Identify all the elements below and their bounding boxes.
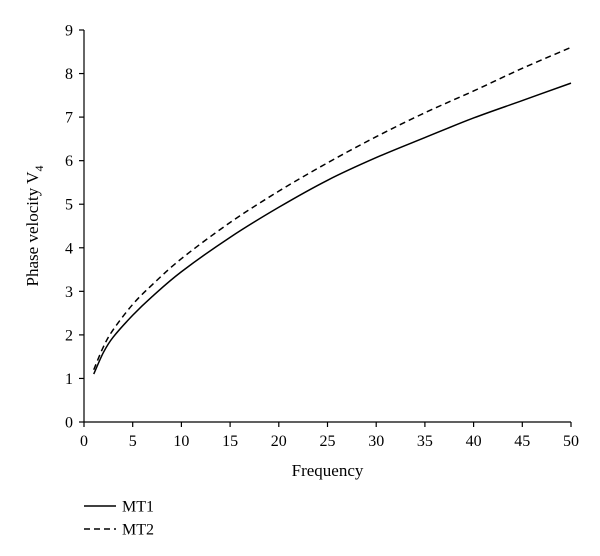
y-tick-label: 9: [65, 23, 73, 40]
y-tick-label: 5: [65, 197, 73, 214]
series-line-mt2: [93, 46, 572, 371]
y-tick-label: 6: [65, 153, 73, 170]
x-tick-label: 20: [271, 433, 287, 450]
y-tick-label: 1: [65, 371, 73, 388]
y-tick-label: 8: [65, 66, 73, 83]
y-tick-label: 2: [65, 327, 73, 344]
x-axis-title: Frequency: [292, 461, 364, 480]
legend-label-mt2: MT2: [122, 522, 154, 539]
y-tick-label: 4: [65, 240, 73, 257]
x-tick-label: 15: [222, 433, 238, 450]
x-tick-label: 10: [173, 433, 189, 450]
x-tick-label: 5: [129, 433, 137, 450]
series-layer: [93, 46, 572, 375]
x-tick-label: 30: [368, 433, 384, 450]
legend-label-mt1: MT1: [122, 499, 154, 516]
x-tick-label: 35: [417, 433, 433, 450]
y-ticks: 0 1 2 3 4 5 6 7 8 9: [65, 23, 84, 432]
x-tick-label: 0: [80, 433, 88, 450]
y-axis-title: Phase velocity V4: [23, 166, 46, 287]
y-tick-label: 0: [65, 415, 73, 432]
x-tick-label: 45: [514, 433, 530, 450]
y-axis-title-main: Phase velocity V: [23, 171, 42, 287]
y-tick-label: 3: [65, 284, 73, 301]
y-axis-title-subscript: 4: [32, 166, 46, 172]
axes: [83, 30, 571, 423]
y-tick-label: 7: [65, 110, 73, 127]
x-tick-label: 50: [563, 433, 579, 450]
x-ticks: 0 5 10 15 20 25 30 35 40 45 50: [80, 422, 579, 450]
x-tick-label: 25: [320, 433, 336, 450]
series-line-mt1: [93, 82, 572, 375]
x-tick-label: 40: [466, 433, 482, 450]
